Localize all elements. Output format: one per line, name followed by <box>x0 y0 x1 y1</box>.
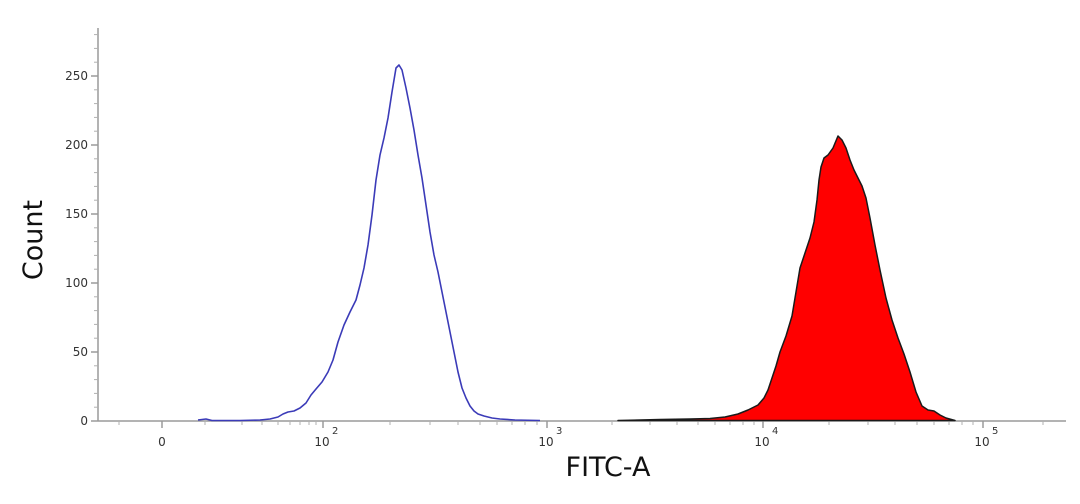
x-tick-1e5: 10 5 <box>974 426 998 449</box>
svg-text:10: 10 <box>538 435 553 449</box>
x-axis: 0 10 2 10 3 10 4 10 5 <box>98 420 1066 449</box>
svg-text:10: 10 <box>314 435 329 449</box>
x-tick-1e4: 10 4 <box>754 426 778 449</box>
y-tick-200: 200 <box>65 138 88 152</box>
y-axis: 0 50 100 150 200 250 <box>65 28 99 428</box>
svg-text:2: 2 <box>332 426 338 437</box>
y-tick-100: 100 <box>65 276 88 290</box>
unstained-histogram <box>197 64 541 422</box>
y-tick-50: 50 <box>73 345 88 359</box>
y-tick-250: 250 <box>65 69 88 83</box>
svg-text:10: 10 <box>974 435 989 449</box>
x-axis-title: FITC-A <box>566 452 651 483</box>
stained-histogram <box>617 135 956 422</box>
x-tick-1e3: 10 3 <box>538 426 562 449</box>
x-tick-0: 0 <box>158 435 166 449</box>
y-axis-title: Count <box>18 200 49 280</box>
svg-text:10: 10 <box>754 435 769 449</box>
y-tick-150: 150 <box>65 207 88 221</box>
svg-text:4: 4 <box>772 426 778 437</box>
x-tick-1e2: 10 2 <box>314 426 338 449</box>
y-tick-0: 0 <box>80 414 88 428</box>
svg-text:3: 3 <box>556 426 562 437</box>
svg-text:5: 5 <box>992 426 998 437</box>
